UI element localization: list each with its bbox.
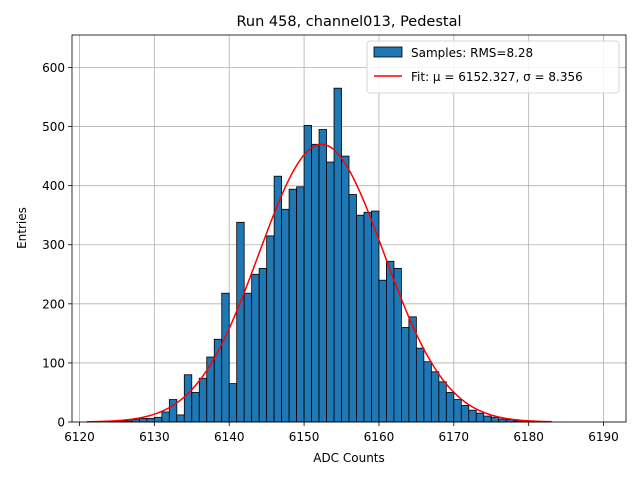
histogram-bar — [438, 381, 447, 423]
histogram-bar — [251, 273, 260, 423]
histogram-bar — [415, 347, 425, 423]
histogram-bar — [490, 416, 500, 423]
histogram-bar — [423, 361, 432, 423]
y-tick-label: 600 — [42, 61, 65, 75]
histogram-bar — [288, 188, 297, 423]
histogram-bar — [281, 208, 290, 423]
histogram-bar — [386, 260, 395, 423]
legend-label-fit: Fit: μ = 6152.327, σ = 8.356 — [411, 70, 583, 84]
x-tick-label: 6130 — [139, 430, 170, 444]
plot-frame — [71, 34, 627, 423]
x-axis-ticks: 6120 6130 6140 6150 6160 6170 6180 6190 — [64, 422, 619, 444]
legend-label-samples: Samples: RMS=8.28 — [411, 46, 533, 60]
histogram-bar — [228, 383, 238, 423]
histogram-bar — [475, 412, 485, 423]
x-tick-label: 6160 — [364, 430, 395, 444]
histogram-bar — [258, 267, 268, 423]
x-tick-label: 6190 — [588, 430, 619, 444]
histogram-bar — [326, 161, 335, 423]
x-tick-label: 6180 — [513, 430, 544, 444]
x-tick-label: 6170 — [439, 430, 470, 444]
y-tick-label: 100 — [42, 356, 65, 370]
legend-box — [366, 40, 620, 94]
histogram-bar — [371, 210, 380, 423]
y-tick-label: 400 — [42, 179, 65, 193]
histogram-bar — [348, 194, 357, 423]
histogram-bar — [138, 418, 148, 423]
histogram-bar — [333, 87, 342, 423]
x-axis-label: ADC Counts — [313, 451, 385, 465]
histogram-bar — [243, 292, 253, 423]
histogram-bar — [356, 214, 365, 423]
histogram-bar — [183, 374, 193, 423]
legend: Samples: RMS=8.28 Fit: μ = 6152.327, σ =… — [366, 40, 620, 94]
y-tick-label: 0 — [57, 416, 65, 430]
fit-curve — [86, 143, 552, 423]
x-tick-label: 6150 — [289, 430, 320, 444]
histogram-bar — [221, 292, 230, 423]
y-tick-label: 300 — [42, 238, 65, 252]
histogram-bar — [498, 418, 507, 423]
x-tick-label: 6140 — [214, 430, 245, 444]
histogram-bar — [468, 409, 477, 423]
histogram-bar — [453, 399, 462, 423]
histogram-bar — [153, 416, 163, 423]
histogram-bar — [445, 392, 455, 423]
histogram-bar — [483, 415, 492, 423]
histogram-bar — [206, 356, 215, 423]
histogram-bar — [191, 392, 200, 423]
histogram-bar — [198, 377, 208, 423]
histogram-bar — [401, 327, 410, 423]
histogram-bar — [176, 414, 185, 423]
y-axis-ticks: 0 100 200 300 400 500 600 — [42, 61, 72, 430]
histogram-bar — [318, 129, 327, 423]
legend-swatch-samples — [373, 46, 403, 58]
histogram-bar — [303, 124, 312, 423]
histogram-bar — [363, 211, 372, 423]
histogram-bar — [296, 186, 305, 423]
histogram-bar — [146, 418, 155, 423]
y-tick-label: 500 — [42, 120, 65, 134]
histogram-bar — [273, 175, 283, 423]
histogram-bar — [161, 411, 170, 423]
histogram-bar — [460, 405, 470, 423]
histogram-bar — [266, 235, 275, 423]
histogram-bar — [341, 155, 350, 423]
histogram-bar — [236, 221, 245, 423]
y-tick-label: 200 — [42, 297, 65, 311]
histogram-bar — [378, 279, 387, 423]
x-tick-label: 6120 — [64, 430, 95, 444]
histogram-bar — [311, 143, 320, 423]
y-axis-label: Entries — [15, 207, 29, 249]
histogram-bar — [430, 371, 440, 423]
chart-title: Run 458, channel013, Pedestal — [236, 14, 461, 30]
